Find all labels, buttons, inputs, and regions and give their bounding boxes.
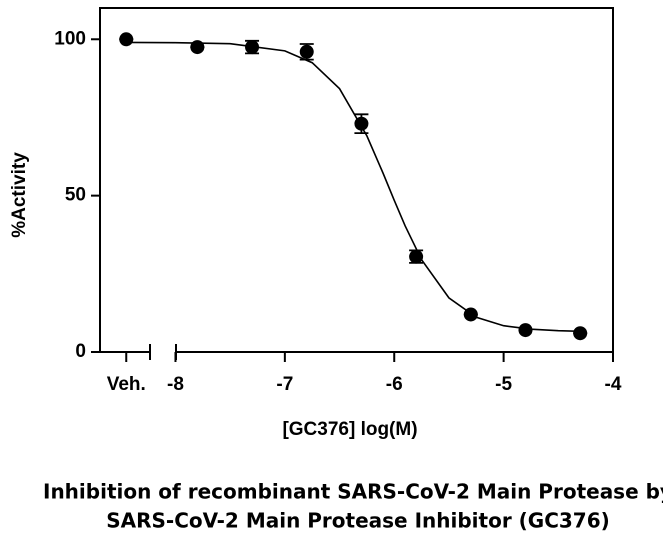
x-tick-label: -4 — [605, 374, 622, 395]
fit-curve — [126, 41, 581, 333]
x-tick-label: Veh. — [107, 374, 146, 395]
x-tick-label: -5 — [495, 374, 512, 395]
data-point — [409, 249, 424, 264]
data-point — [463, 307, 478, 322]
data-point — [354, 116, 369, 131]
x-tick-label: -8 — [167, 374, 184, 395]
y-axis-label: %Activity — [9, 152, 30, 238]
x-tick-label: -6 — [386, 374, 403, 395]
data-point — [245, 40, 260, 55]
frame — [99, 7, 614, 360]
x-axis-label: [GC376] log(M) — [282, 419, 417, 440]
data-point — [299, 44, 314, 59]
y-tick-label: 100 — [54, 28, 86, 49]
frame-border — [99, 7, 614, 352]
y-tick-label: 0 — [75, 341, 86, 362]
caption: SARS-CoV-2 Main Protease Inhibitor (GC37… — [106, 509, 610, 533]
data-point — [190, 40, 205, 55]
data-point — [573, 326, 588, 341]
data-point — [518, 323, 533, 338]
caption: Inhibition of recombinant SARS-CoV-2 Mai… — [43, 480, 663, 504]
y-tick-label: 50 — [65, 185, 86, 206]
data-point — [119, 32, 134, 47]
x-tick-label: -7 — [276, 374, 293, 395]
